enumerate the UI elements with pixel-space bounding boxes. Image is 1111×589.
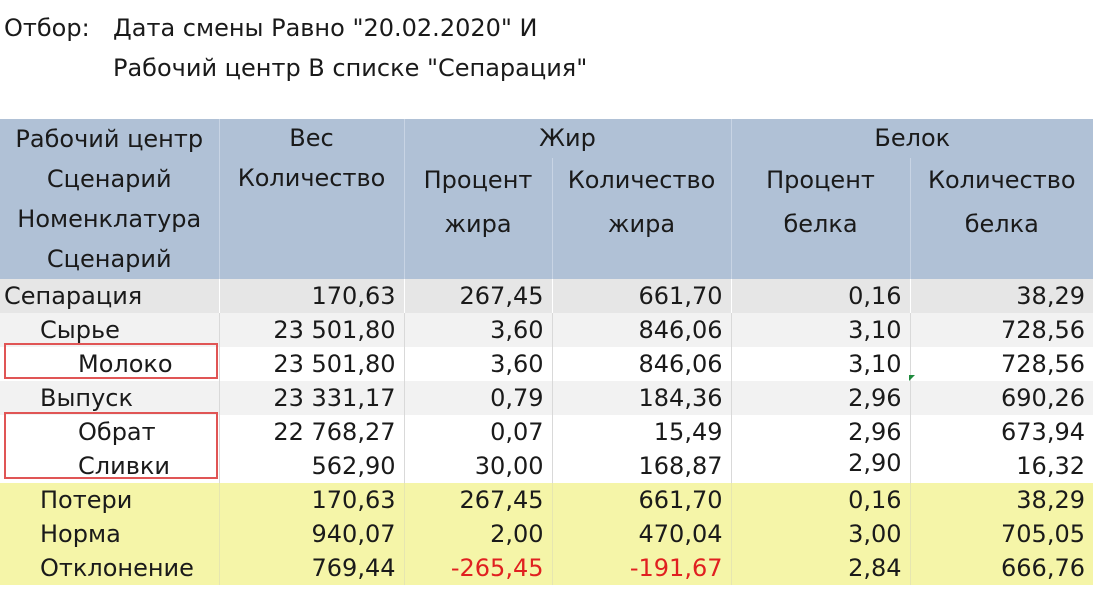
table-row[interactable]: Отклонение 769,44 -265,45 -191,67 2,84 6… xyxy=(0,551,1093,585)
header-scenario: Сценарий xyxy=(46,165,172,193)
cell-zhir-qty: 168,87 xyxy=(552,449,732,483)
header-grouping: Рабочий центр Сценарий Номенклатура Сцен… xyxy=(0,119,220,279)
cell-belok-pct: 0,16 xyxy=(731,279,911,313)
cell-zhir-pct: 3,60 xyxy=(404,347,553,381)
cell-zhir-qty: 184,36 xyxy=(552,381,732,415)
cell-belok-qty: 16,32 xyxy=(910,449,1093,483)
cell-ves-qty: 170,63 xyxy=(219,483,405,517)
header-zhir-qty-line1: Количество xyxy=(567,165,716,194)
cell-comment-marker-icon xyxy=(909,375,915,381)
cell-belok-pct: 3,10 xyxy=(731,313,911,347)
cell-ves-qty: 940,07 xyxy=(219,517,405,551)
table-row[interactable]: Обрат 22 768,27 0,07 15,49 2,96 673,94 xyxy=(0,415,1093,449)
cell-zhir-pct: 267,45 xyxy=(404,483,553,517)
row-name: Сепарация xyxy=(0,279,220,313)
header-workcenter: Рабочий центр xyxy=(15,125,204,153)
filter-condition-workcenter: Рабочий центр В списке "Сепарация" xyxy=(113,54,588,82)
header-belok-group: Белок xyxy=(731,119,1093,158)
header-belok-pct-line2: белка xyxy=(783,209,858,238)
header-belok-pct: Процент белка xyxy=(731,157,911,279)
cell-zhir-pct: 267,45 xyxy=(404,279,553,313)
cell-zhir-qty: 846,06 xyxy=(552,313,732,347)
cell-ves-qty: 23 501,80 xyxy=(219,347,405,381)
cell-zhir-qty: -191,67 xyxy=(552,551,732,585)
cell-zhir-qty: 15,49 xyxy=(552,415,732,449)
header-zhir-qty: Количество жира xyxy=(552,157,732,279)
highlight-box-obrat-slivki xyxy=(4,412,218,479)
header-ves-qty-label: Количество xyxy=(237,163,386,192)
cell-belok-qty: 728,56 xyxy=(910,313,1093,347)
cell-belok-pct: 0,16 xyxy=(731,483,911,517)
header-scenario-2: Сценарий xyxy=(46,245,172,273)
cell-ves-qty: 170,63 xyxy=(219,279,405,313)
cell-belok-pct: 3,10 xyxy=(731,347,911,381)
highlight-box-moloko xyxy=(4,343,218,379)
cell-belok-qty: 38,29 xyxy=(910,279,1093,313)
cell-zhir-pct: -265,45 xyxy=(404,551,553,585)
row-name: Обрат xyxy=(0,415,220,449)
header-nomenclature: Номенклатура xyxy=(17,205,202,233)
cell-belok-qty: 666,76 xyxy=(910,551,1093,585)
table-row[interactable]: Сепарация 170,63 267,45 661,70 0,16 38,2… xyxy=(0,279,1093,313)
row-name: Выпуск xyxy=(0,381,220,415)
cell-zhir-pct: 3,60 xyxy=(404,313,553,347)
table-row[interactable]: Молоко 23 501,80 3,60 846,06 3,10 728,56 xyxy=(0,347,1093,381)
table-row[interactable]: Норма 940,07 2,00 470,04 3,00 705,05 xyxy=(0,517,1093,551)
cell-zhir-qty: 661,70 xyxy=(552,483,732,517)
table-row[interactable]: Сливки 562,90 30,00 168,87 2,90 16,32 xyxy=(0,449,1093,483)
cell-ves-qty: 769,44 xyxy=(219,551,405,585)
report-table: Рабочий центр Сценарий Номенклатура Сцен… xyxy=(0,119,1093,585)
cell-belok-qty: 705,05 xyxy=(910,517,1093,551)
cell-zhir-pct: 2,00 xyxy=(404,517,553,551)
header-zhir-pct-line1: Процент xyxy=(423,165,533,194)
filter-label: Отбор: xyxy=(4,14,90,42)
header-ves-qty: Количество xyxy=(219,157,405,279)
cell-zhir-pct: 0,79 xyxy=(404,381,553,415)
cell-zhir-pct: 30,00 xyxy=(404,449,553,483)
table-row[interactable]: Сырье 23 501,80 3,60 846,06 3,10 728,56 xyxy=(0,313,1093,347)
cell-belok-qty: 728,56 xyxy=(910,347,1093,381)
row-name: Сырье xyxy=(0,313,220,347)
header-belok-qty: Количество белка xyxy=(910,157,1093,279)
header-zhir-qty-line2: жира xyxy=(607,209,676,238)
cell-belok-qty: 673,94 xyxy=(910,415,1093,449)
row-name: Молоко xyxy=(0,347,220,381)
header-belok-qty-line2: белка xyxy=(964,209,1039,238)
cell-belok-pct: 3,00 xyxy=(731,517,911,551)
row-name: Потери xyxy=(0,483,220,517)
cell-zhir-pct: 0,07 xyxy=(404,415,553,449)
cell-ves-qty: 23 501,80 xyxy=(219,313,405,347)
row-name: Норма xyxy=(0,517,220,551)
header-belok-qty-line1: Количество xyxy=(927,165,1076,194)
cell-belok-pct: 2,90 xyxy=(731,449,911,483)
header-zhir-group: Жир xyxy=(404,119,732,158)
cell-zhir-qty: 470,04 xyxy=(552,517,732,551)
filter-condition-date: Дата смены Равно "20.02.2020" И xyxy=(113,14,538,42)
row-name: Отклонение xyxy=(0,551,220,585)
cell-belok-qty: 690,26 xyxy=(910,381,1093,415)
cell-belok-pct: 2,96 xyxy=(731,415,911,449)
header-zhir-pct-line2: жира xyxy=(444,209,512,238)
cell-zhir-qty: 661,70 xyxy=(552,279,732,313)
header-zhir-pct: Процент жира xyxy=(404,157,553,279)
table-row[interactable]: Потери 170,63 267,45 661,70 0,16 38,29 xyxy=(0,483,1093,517)
cell-belok-qty: 38,29 xyxy=(910,483,1093,517)
cell-belok-pct: 2,84 xyxy=(731,551,911,585)
header-belok-pct-line1: Процент xyxy=(766,165,875,194)
cell-ves-qty: 23 331,17 xyxy=(219,381,405,415)
cell-ves-qty: 562,90 xyxy=(219,449,405,483)
table-row[interactable]: Выпуск 23 331,17 0,79 184,36 2,96 690,26 xyxy=(0,381,1093,415)
header-ves-group: Вес xyxy=(219,119,405,158)
cell-zhir-qty: 846,06 xyxy=(552,347,732,381)
cell-belok-pct: 2,96 xyxy=(731,381,911,415)
cell-ves-qty: 22 768,27 xyxy=(219,415,405,449)
